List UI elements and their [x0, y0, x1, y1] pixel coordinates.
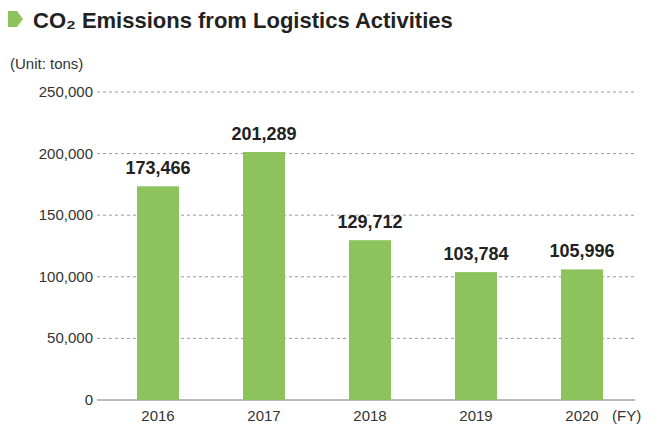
- y-axis-label: (Unit: tons): [10, 55, 83, 72]
- data-label: 103,784: [443, 244, 508, 264]
- grid-line: [97, 153, 635, 154]
- x-tick-label: 2019: [459, 407, 492, 424]
- bar: [455, 272, 497, 400]
- y-tick-label: 0: [85, 391, 93, 408]
- y-tick-label: 150,000: [39, 206, 93, 223]
- x-tick-label: 2017: [247, 407, 280, 424]
- data-label: 129,712: [337, 212, 402, 232]
- title: CO₂ Emissions from Logistics Activities: [33, 8, 453, 33]
- bar: [243, 152, 285, 400]
- bar: [561, 269, 603, 400]
- y-tick-label: 100,000: [39, 268, 93, 285]
- bar: [349, 240, 391, 400]
- x-tick-label: 2016: [141, 407, 174, 424]
- y-tick-label: 250,000: [39, 83, 93, 100]
- title-marker: [8, 11, 23, 27]
- x-axis-label: (FY): [612, 407, 641, 424]
- y-tick-label: 50,000: [47, 329, 93, 346]
- bar: [137, 186, 179, 400]
- x-tick-label: 2020: [565, 407, 598, 424]
- x-tick-label: 2018: [353, 407, 386, 424]
- data-label: 173,466: [125, 158, 190, 178]
- data-label: 201,289: [231, 124, 296, 144]
- bars: [137, 152, 603, 400]
- grid-line: [97, 92, 635, 93]
- data-label: 105,996: [549, 241, 614, 261]
- chart: CO₂ Emissions from Logistics Activities (…: [0, 0, 670, 440]
- y-tick-label: 200,000: [39, 145, 93, 162]
